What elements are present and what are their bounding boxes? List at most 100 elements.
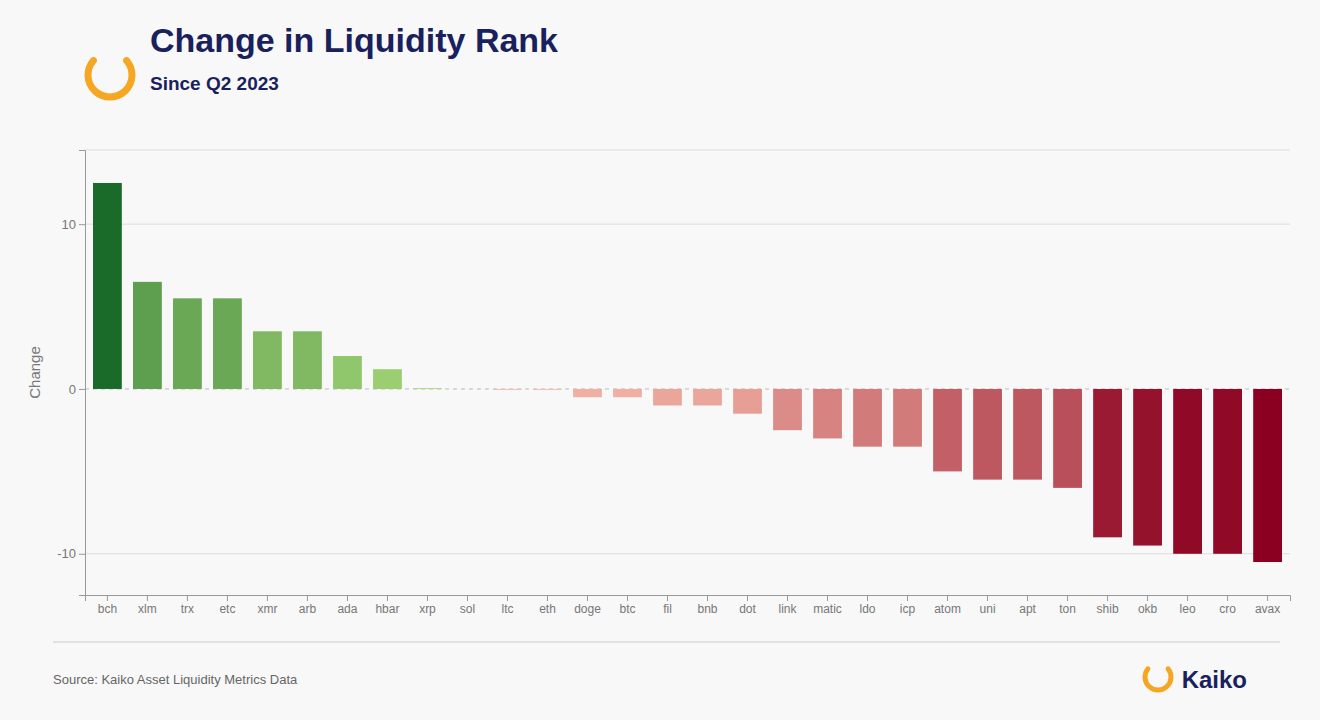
x-tick: ada [337, 595, 357, 616]
bar [533, 388, 562, 390]
bars [93, 183, 1282, 562]
x-tick-mark [747, 595, 748, 601]
y-axis: -10 0 10 [57, 151, 85, 596]
bar [413, 388, 442, 390]
x-tick-mark [507, 595, 508, 601]
x-tick-mark [227, 595, 228, 601]
bar [1013, 389, 1042, 480]
bar [213, 298, 242, 389]
x-tick: matic [813, 595, 842, 616]
x-axis: bchxlmtrxetcxmrarbadahbarxrpsolltcethdog… [86, 595, 1291, 616]
x-tick-mark [427, 595, 428, 601]
x-tick-label: trx [181, 602, 194, 616]
x-tick-mark [1187, 595, 1188, 601]
x-tick: sol [460, 595, 475, 616]
y-tick: 0 [69, 382, 85, 397]
x-tick-mark [267, 595, 268, 601]
bar [293, 331, 322, 389]
x-tick-mark [667, 595, 668, 601]
x-tick: hbar [375, 595, 399, 616]
x-tick-label: ldo [860, 602, 876, 616]
x-tick-label: xmr [257, 602, 277, 616]
y-tick-label: 0 [69, 382, 76, 397]
bar [1133, 389, 1162, 546]
x-tick-mark [947, 595, 948, 601]
x-tick-mark [707, 595, 708, 601]
x-tick-mark [907, 595, 908, 601]
x-tick-label: uni [980, 602, 996, 616]
separator [53, 642, 1280, 643]
x-tick-label: shib [1097, 602, 1119, 616]
x-tick-mark [147, 595, 148, 601]
logo-ring [85, 57, 136, 101]
x-tick-label: avax [1255, 602, 1280, 616]
bar [973, 389, 1002, 480]
background [0, 0, 1320, 720]
x-tick-label: xlm [138, 602, 157, 616]
x-tick-label: bnb [697, 602, 717, 616]
x-tick: btc [619, 595, 635, 616]
x-tick-mark [587, 595, 588, 601]
x-tick: ldo [860, 595, 876, 616]
bar [893, 389, 922, 447]
x-tick: apt [1019, 595, 1036, 616]
x-tick: xrp [419, 595, 436, 616]
x-tick-label: etc [219, 602, 235, 616]
x-tick-mark [1147, 595, 1148, 601]
x-tick-label: atom [934, 602, 961, 616]
x-tick-label: cro [1219, 602, 1236, 616]
x-tick: arb [299, 595, 317, 616]
x-tick-mark [387, 595, 388, 601]
x-tick-label: link [779, 602, 798, 616]
x-tick-label: ton [1059, 602, 1076, 616]
x-tick: link [779, 595, 798, 616]
x-tick: etc [219, 595, 235, 616]
chart: Change in Liquidity RankSince Q2 2023-10… [0, 0, 1320, 720]
x-tick-label: hbar [375, 602, 399, 616]
x-tick-label: leo [1180, 602, 1196, 616]
y-axis-title: Change [26, 346, 43, 399]
x-tick: uni [980, 595, 996, 616]
x-tick-mark [1267, 595, 1268, 601]
bar [773, 389, 802, 430]
x-tick: ton [1059, 595, 1076, 616]
bar [693, 389, 722, 405]
source: Source: Kaiko Asset Liquidity Metrics Da… [53, 672, 298, 687]
title: Change in Liquidity Rank [150, 21, 558, 59]
y-tick: -10 [57, 546, 85, 561]
bar [333, 356, 362, 389]
x-tick-label: matic [813, 602, 842, 616]
bar [373, 369, 402, 389]
x-tick-mark [107, 595, 108, 601]
x-tick: xlm [138, 595, 157, 616]
bar [1053, 389, 1082, 488]
bar [813, 389, 842, 438]
y-tick-mark [79, 389, 85, 390]
x-tick-label: xrp [419, 602, 436, 616]
x-tick: cro [1219, 595, 1236, 616]
bar [93, 183, 122, 389]
bar [1093, 389, 1122, 537]
x-tick-mark [547, 595, 548, 601]
x-tick: xmr [257, 595, 277, 616]
x-tick-label: doge [574, 602, 601, 616]
bar [1253, 389, 1282, 562]
bar [613, 389, 642, 397]
x-tick-mark [1107, 595, 1108, 601]
x-tick-mark [827, 595, 828, 601]
x-tick-label: sol [460, 602, 475, 616]
bar [493, 388, 522, 390]
x-axis-line [86, 596, 1291, 602]
x-tick-mark [347, 595, 348, 601]
bar [853, 389, 882, 447]
grid-line [85, 224, 1290, 225]
x-tick-label: okb [1138, 602, 1158, 616]
logo-ring [1143, 666, 1174, 692]
x-tick-mark [1067, 595, 1068, 601]
x-tick-mark [187, 595, 188, 601]
y-tick-mark [79, 224, 85, 225]
y-tick: 10 [62, 217, 85, 232]
plot-top-border [85, 150, 1290, 151]
bar [453, 388, 482, 389]
x-tick-label: eth [539, 602, 556, 616]
